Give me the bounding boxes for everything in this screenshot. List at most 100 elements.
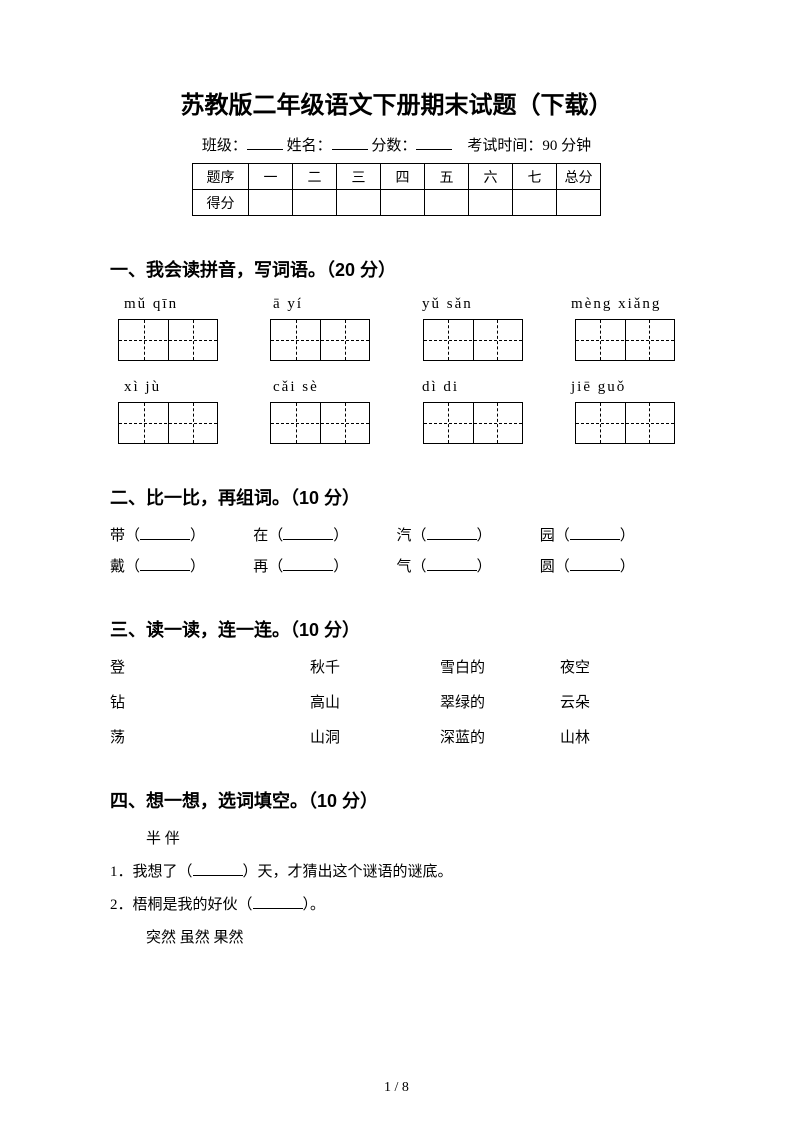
paren-close: ） [333,528,348,544]
td-score-label: 得分 [193,190,249,216]
write-box[interactable] [423,319,523,361]
table-row: 题序 一 二 三 四 五 六 七 总分 [193,164,601,190]
q2-item: 气（） [397,555,540,576]
th-5: 五 [425,164,469,190]
pinyin-label: mèng xiǎng [565,296,675,313]
pinyin-label: jiē guǒ [565,379,675,396]
q4-options-1: 半 伴 [110,827,683,848]
q3-cell: 登 [110,656,180,677]
q3-cell: 山洞 [310,726,440,747]
q3-grid: 登 秋千 雪白的 夜空 钻 高山 翠绿的 云朵 荡 山洞 深蓝的 山林 [110,656,683,747]
q2-char: 汽（ [397,528,427,544]
fill-blank[interactable] [427,528,477,540]
table-row: 得分 [193,190,601,216]
q4-text: ）天，才猜出这个谜语的谜底。 [243,864,453,880]
section-4-head: 四、想一想，选词填空。（10 分） [110,787,683,813]
q2-char: 在（ [253,528,283,544]
q2-item: 在（ ） [253,524,396,545]
page-title: 苏教版二年级语文下册期末试题（下载） [110,85,683,120]
th-1: 一 [249,164,293,190]
q4-options-2: 突然 虽然 果然 [110,926,683,947]
q3-cell: 翠绿的 [440,691,560,712]
pinyin-row: xì jù cǎi sè dì di jiē guǒ [118,379,675,396]
fill-blank[interactable] [427,559,477,571]
q2-item: 圆（ ） [540,555,683,576]
box-row [118,319,675,361]
q4-line-2: 2．梧桐是我的好伙（ ）。 [110,893,683,914]
fill-blank[interactable] [283,528,333,540]
section-2-head: 二、比一比，再组词。（10 分） [110,484,683,510]
q2-char: 园（ [540,528,570,544]
write-box[interactable] [270,402,370,444]
name-blank[interactable] [332,136,368,150]
fill-blank[interactable] [193,864,243,876]
q3-cell [180,656,310,677]
pinyin-label: yǔ sǎn [416,296,526,313]
paren-close: ） [620,528,635,544]
write-box[interactable] [575,319,675,361]
score-cell[interactable] [381,190,425,216]
pinyin-label: mǔ qīn [118,296,228,313]
q2-item: 园（ ） [540,524,683,545]
paren-close: ） [190,559,205,575]
score-cell[interactable] [425,190,469,216]
fill-blank[interactable] [140,528,190,540]
q3-cell: 云朵 [560,691,683,712]
q2-item: 汽（ ） [397,524,540,545]
pinyin-label: dì di [416,379,526,396]
q4-text: 2．梧桐是我的好伙（ [110,897,253,913]
th-3: 三 [337,164,381,190]
th-7: 七 [513,164,557,190]
th-total: 总分 [557,164,601,190]
score-table: 题序 一 二 三 四 五 六 七 总分 得分 [192,163,601,216]
q3-cell: 雪白的 [440,656,560,677]
score-cell[interactable] [249,190,293,216]
q2-char: 带（ [110,528,140,544]
fill-blank[interactable] [283,559,333,571]
write-box[interactable] [575,402,675,444]
section-1-head: 一、我会读拼音，写词语。（20 分） [110,256,683,282]
paren-close: ） [477,528,492,544]
paren-close: ） [333,559,348,575]
q3-cell: 山林 [560,726,683,747]
paren-close: ） [620,559,635,575]
fill-blank[interactable] [253,897,303,909]
paren-close: ） [190,528,205,544]
page-number: 1 / 8 [0,1080,793,1096]
section-3-head: 三、读一读，连一连。（10 分） [110,616,683,642]
class-blank[interactable] [247,136,283,150]
pinyin-row: mǔ qīn ā yí yǔ sǎn mèng xiǎng [118,296,675,313]
page: 苏教版二年级语文下册期末试题（下载） 班级： 姓名： 分数： 考试时间：90 分… [0,0,793,1122]
score-label: 分数： [371,138,416,154]
th-6: 六 [469,164,513,190]
class-label: 班级： [202,138,247,154]
q4-line-1: 1．我想了（ ）天，才猜出这个谜语的谜底。 [110,860,683,881]
write-box[interactable] [118,319,218,361]
fill-blank[interactable] [140,559,190,571]
name-label: 姓名： [287,138,332,154]
score-blank[interactable] [416,136,452,150]
fill-blank[interactable] [570,528,620,540]
score-cell[interactable] [513,190,557,216]
th-seq: 题序 [193,164,249,190]
q3-cell: 高山 [310,691,440,712]
score-cell[interactable] [469,190,513,216]
write-box[interactable] [423,402,523,444]
q3-cell: 钻 [110,691,180,712]
q3-cell: 荡 [110,726,180,747]
q3-cell: 秋千 [310,656,440,677]
score-cell[interactable] [293,190,337,216]
q4-text: ）。 [303,897,326,913]
q3-cell [180,726,310,747]
pinyin-label: cǎi sè [267,379,377,396]
q4-text: 1．我想了（ [110,864,193,880]
write-box[interactable] [270,319,370,361]
fill-blank[interactable] [570,559,620,571]
score-cell[interactable] [337,190,381,216]
q2-char: 圆（ [540,559,570,575]
q3-cell: 夜空 [560,656,683,677]
write-box[interactable] [118,402,218,444]
time-label: 考试时间：90 分钟 [467,138,591,154]
q2-grid: 带（） 在（） 汽（） 园（） 戴（） 再（） 气（） 圆（） [110,524,683,576]
score-cell[interactable] [557,190,601,216]
